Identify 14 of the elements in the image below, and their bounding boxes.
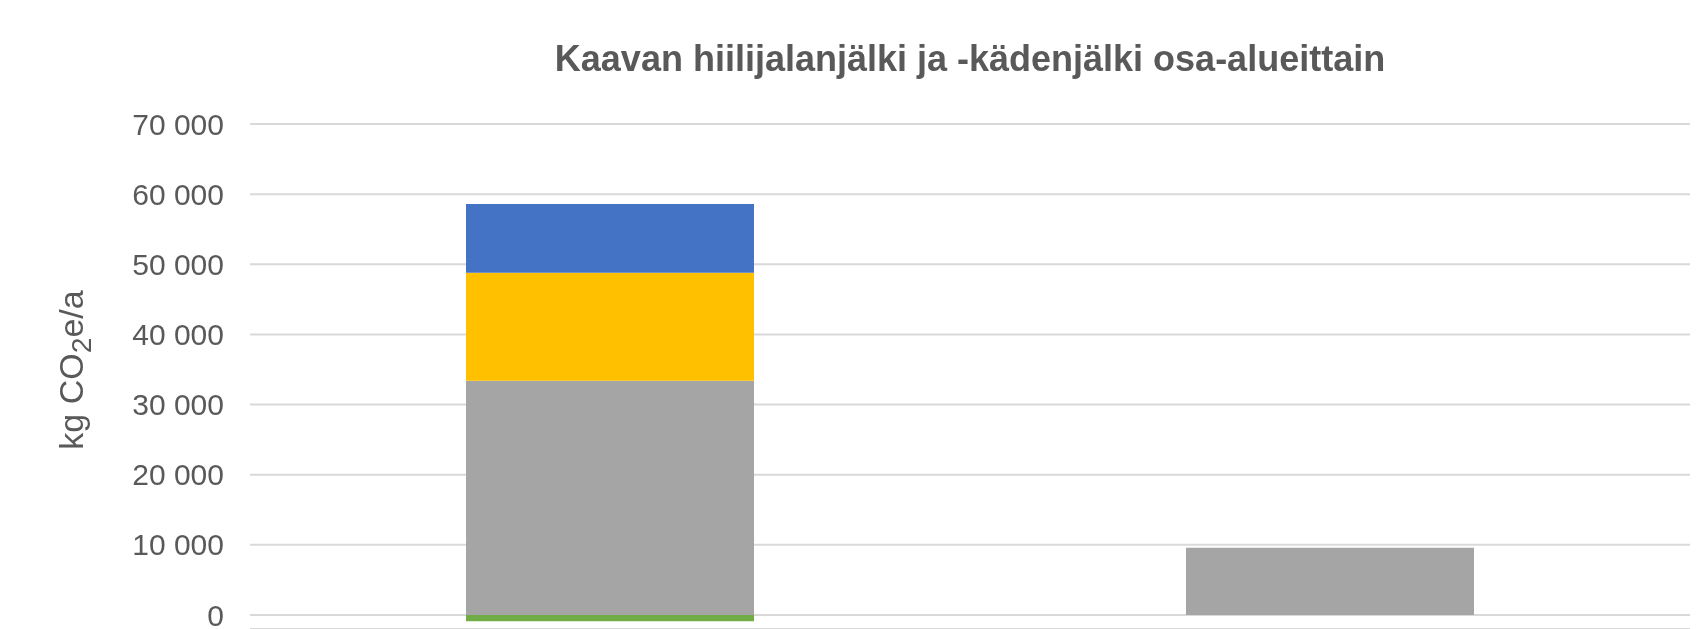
bar	[466, 614, 754, 622]
bar	[466, 380, 754, 615]
y-tick-label: 20 000	[132, 458, 224, 492]
y-tick-label: 30 000	[132, 388, 224, 422]
y-tick-label: 0	[207, 598, 224, 629]
y-tick-label: 50 000	[132, 247, 224, 281]
bar	[1186, 547, 1474, 615]
chart-title: Kaavan hiilijalanjälki ja -kädenjälki osa-alueittain	[553, 38, 1387, 80]
y-tick-label: 70 000	[132, 107, 224, 141]
bar	[466, 203, 754, 273]
y-tick-label: 40 000	[132, 318, 224, 352]
y-tick-label: 60 000	[132, 177, 224, 211]
y-tick-label: 10 000	[132, 528, 224, 562]
bar	[466, 272, 754, 381]
